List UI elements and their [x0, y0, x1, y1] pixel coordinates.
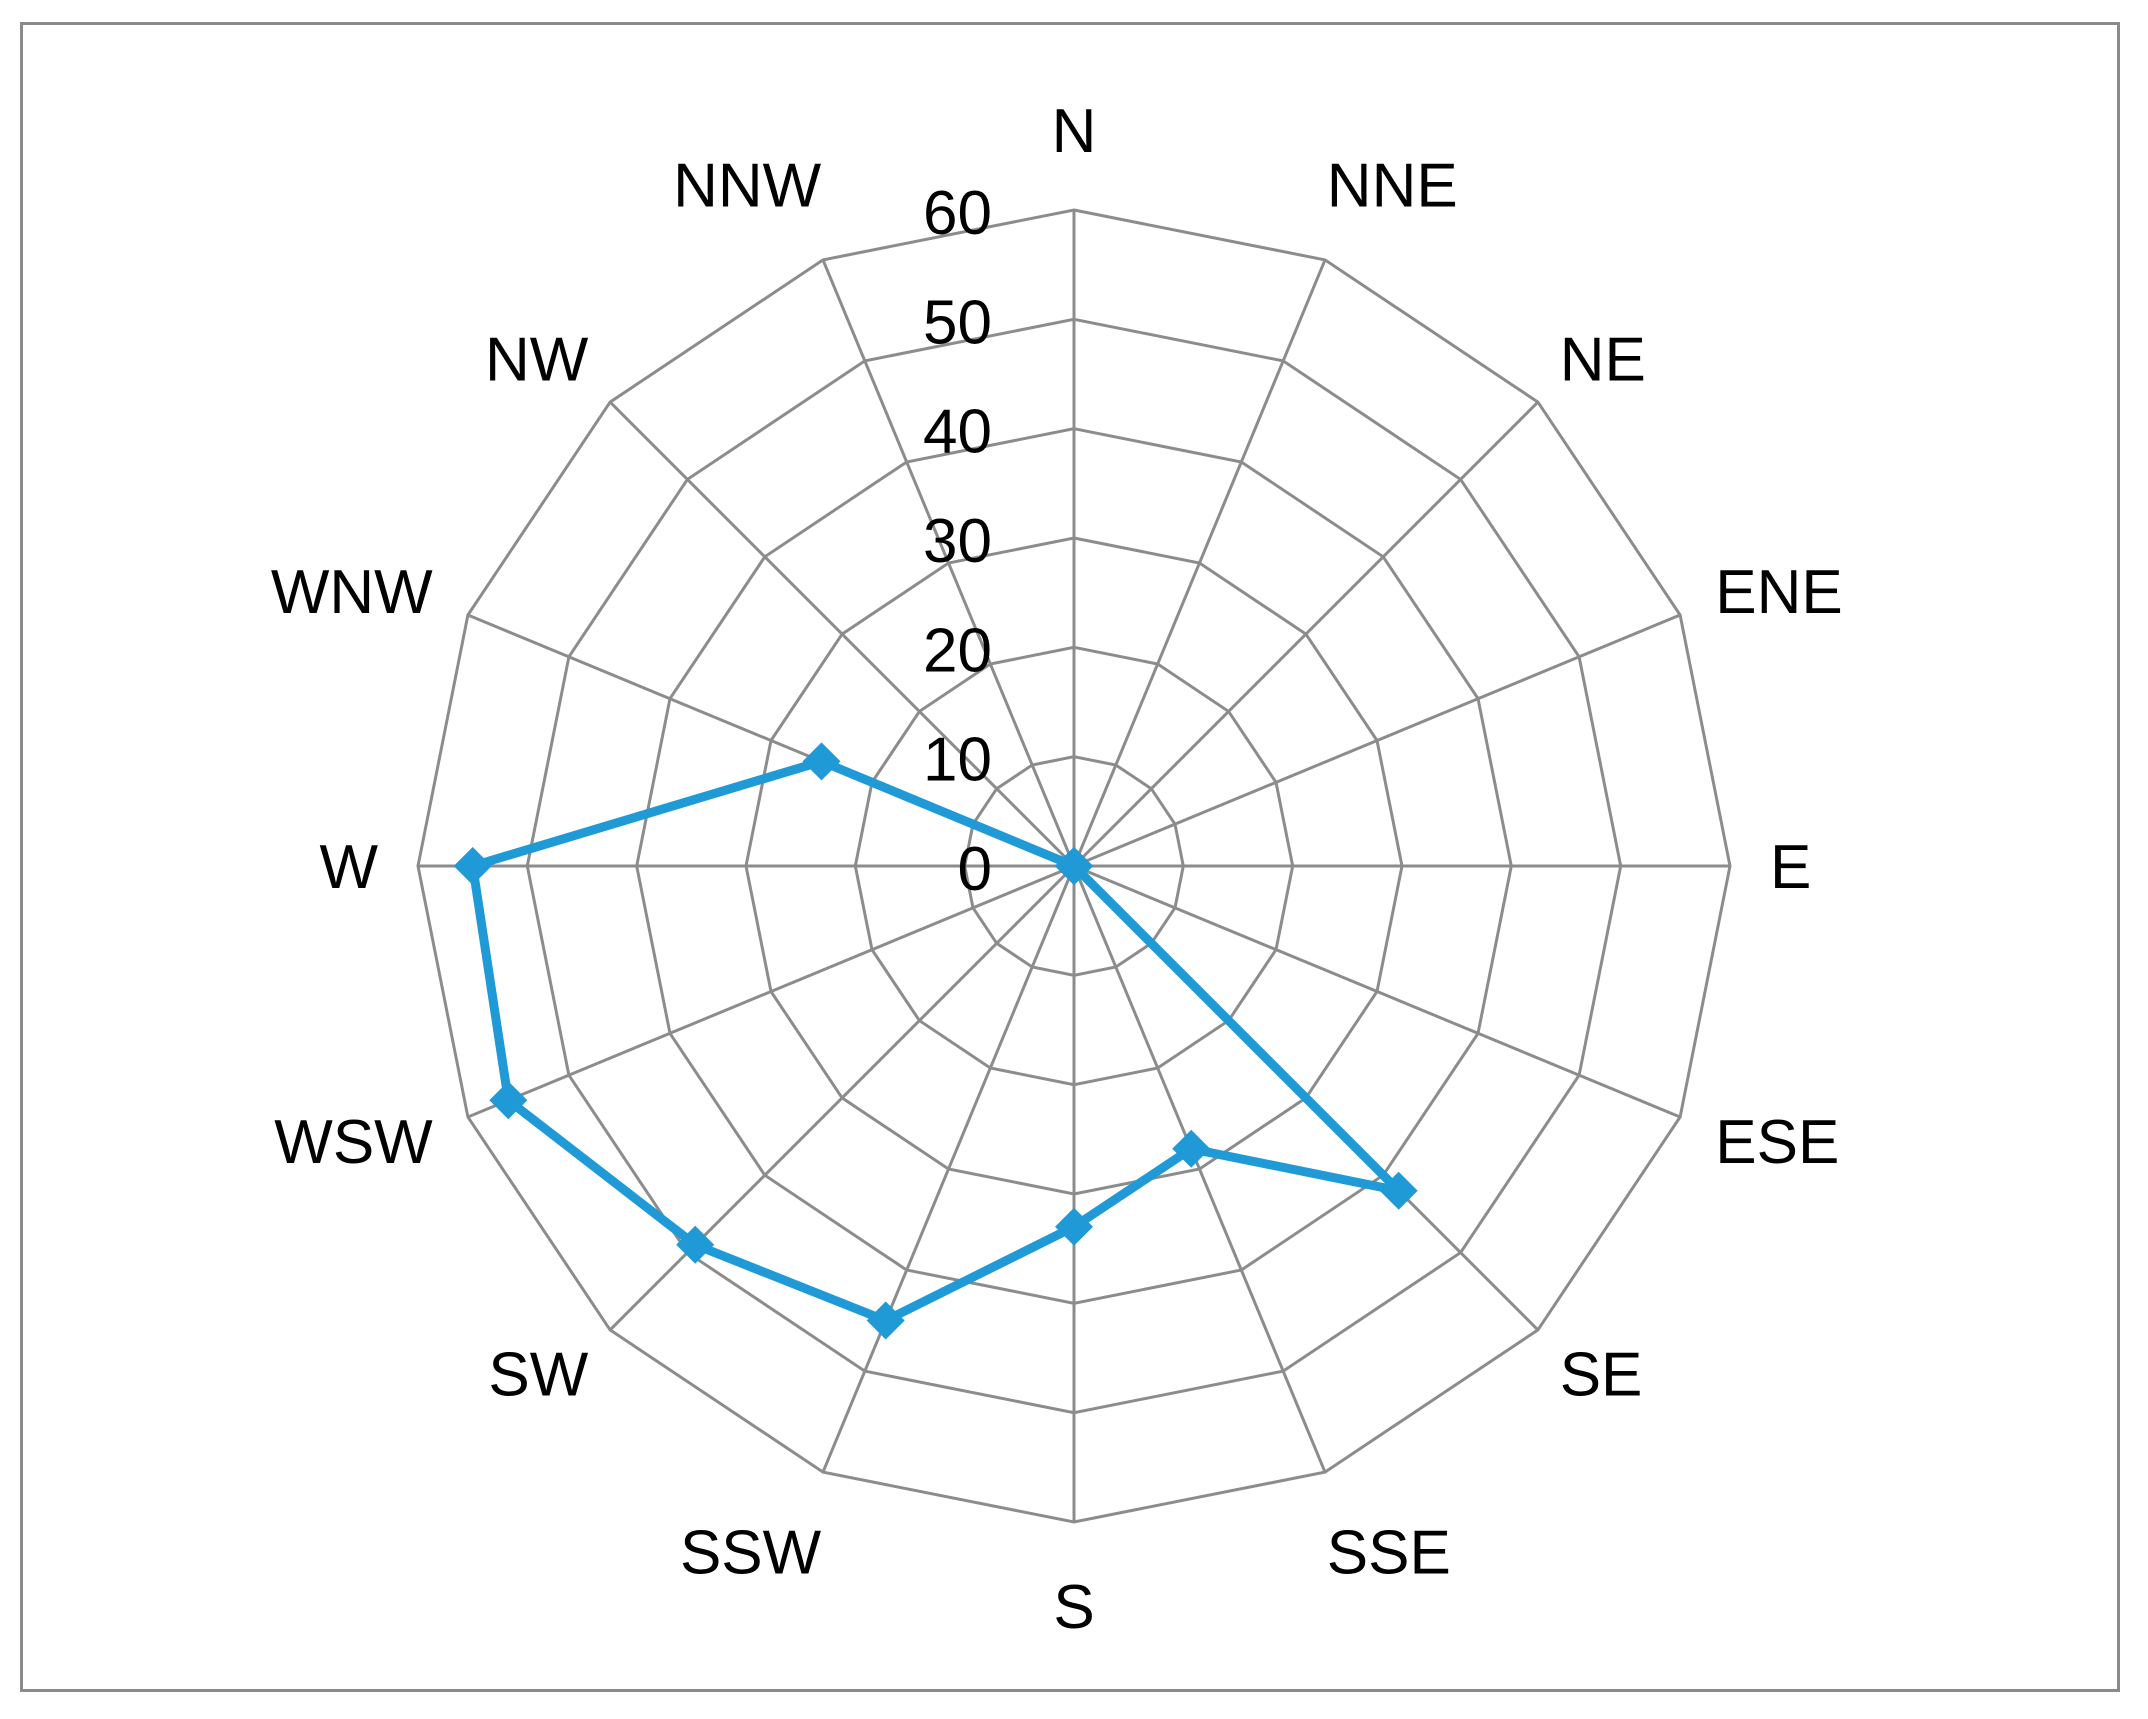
- tick-label: 60: [923, 179, 992, 248]
- spoke-nnw: [821, 259, 1076, 867]
- series-line: [468, 756, 1404, 1325]
- spoke-ene: [1073, 613, 1681, 868]
- data-point-w: [453, 847, 492, 885]
- category-label-sw: SW: [488, 1341, 588, 1410]
- radial-axis-ticks: 0 10 20 30 40 50 60: [923, 179, 992, 904]
- category-label-e: E: [1770, 833, 1811, 902]
- data-point-s: [1055, 1207, 1093, 1246]
- category-labels: N NNE NE ENE E ESE SE SSE S SSW SW WSW W WNW NW NNW: [271, 97, 1843, 1642]
- spoke-nne: [1072, 259, 1327, 867]
- category-label-s: S: [1053, 1573, 1094, 1642]
- tick-label: 30: [923, 507, 992, 576]
- category-label-sse: SSE: [1327, 1518, 1451, 1587]
- series-layer: [453, 742, 1418, 1340]
- tick-label: 0: [958, 835, 992, 904]
- data-point-se: [1379, 1171, 1418, 1210]
- category-label-nw: NW: [485, 325, 589, 394]
- spoke-nw: [609, 401, 1076, 868]
- tick-label: 10: [923, 726, 992, 795]
- spoke-sse: [1072, 865, 1327, 1473]
- data-point-nnw: [1055, 847, 1093, 885]
- data-point-wsw: [489, 1081, 528, 1120]
- category-label-se: SE: [1560, 1341, 1643, 1410]
- category-label-ene: ENE: [1715, 558, 1842, 627]
- data-point-ssw: [866, 1301, 905, 1340]
- spoke-ne: [1072, 401, 1539, 868]
- category-label-ssw: SSW: [680, 1518, 822, 1587]
- tick-label: 40: [923, 398, 992, 467]
- tick-label: 50: [923, 288, 992, 357]
- category-label-w: W: [319, 833, 378, 902]
- category-label-ese: ESE: [1715, 1108, 1839, 1177]
- spoke-ese: [1073, 864, 1681, 1119]
- category-label-wsw: WSW: [274, 1108, 433, 1177]
- category-label-ne: NE: [1560, 325, 1646, 394]
- category-label-nne: NNE: [1327, 152, 1458, 221]
- spoke-wsw: [467, 864, 1075, 1119]
- spoke-ssw: [821, 865, 1076, 1473]
- category-label-nnw: NNW: [673, 152, 822, 221]
- data-point-wnw: [802, 742, 841, 781]
- data-point-sse: [1172, 1129, 1211, 1168]
- data-point-sw: [676, 1225, 715, 1264]
- radar-spokes: [418, 210, 1730, 1522]
- tick-label: 20: [923, 616, 992, 685]
- category-label-wnw: WNW: [271, 558, 433, 627]
- category-label-n: N: [1052, 97, 1097, 166]
